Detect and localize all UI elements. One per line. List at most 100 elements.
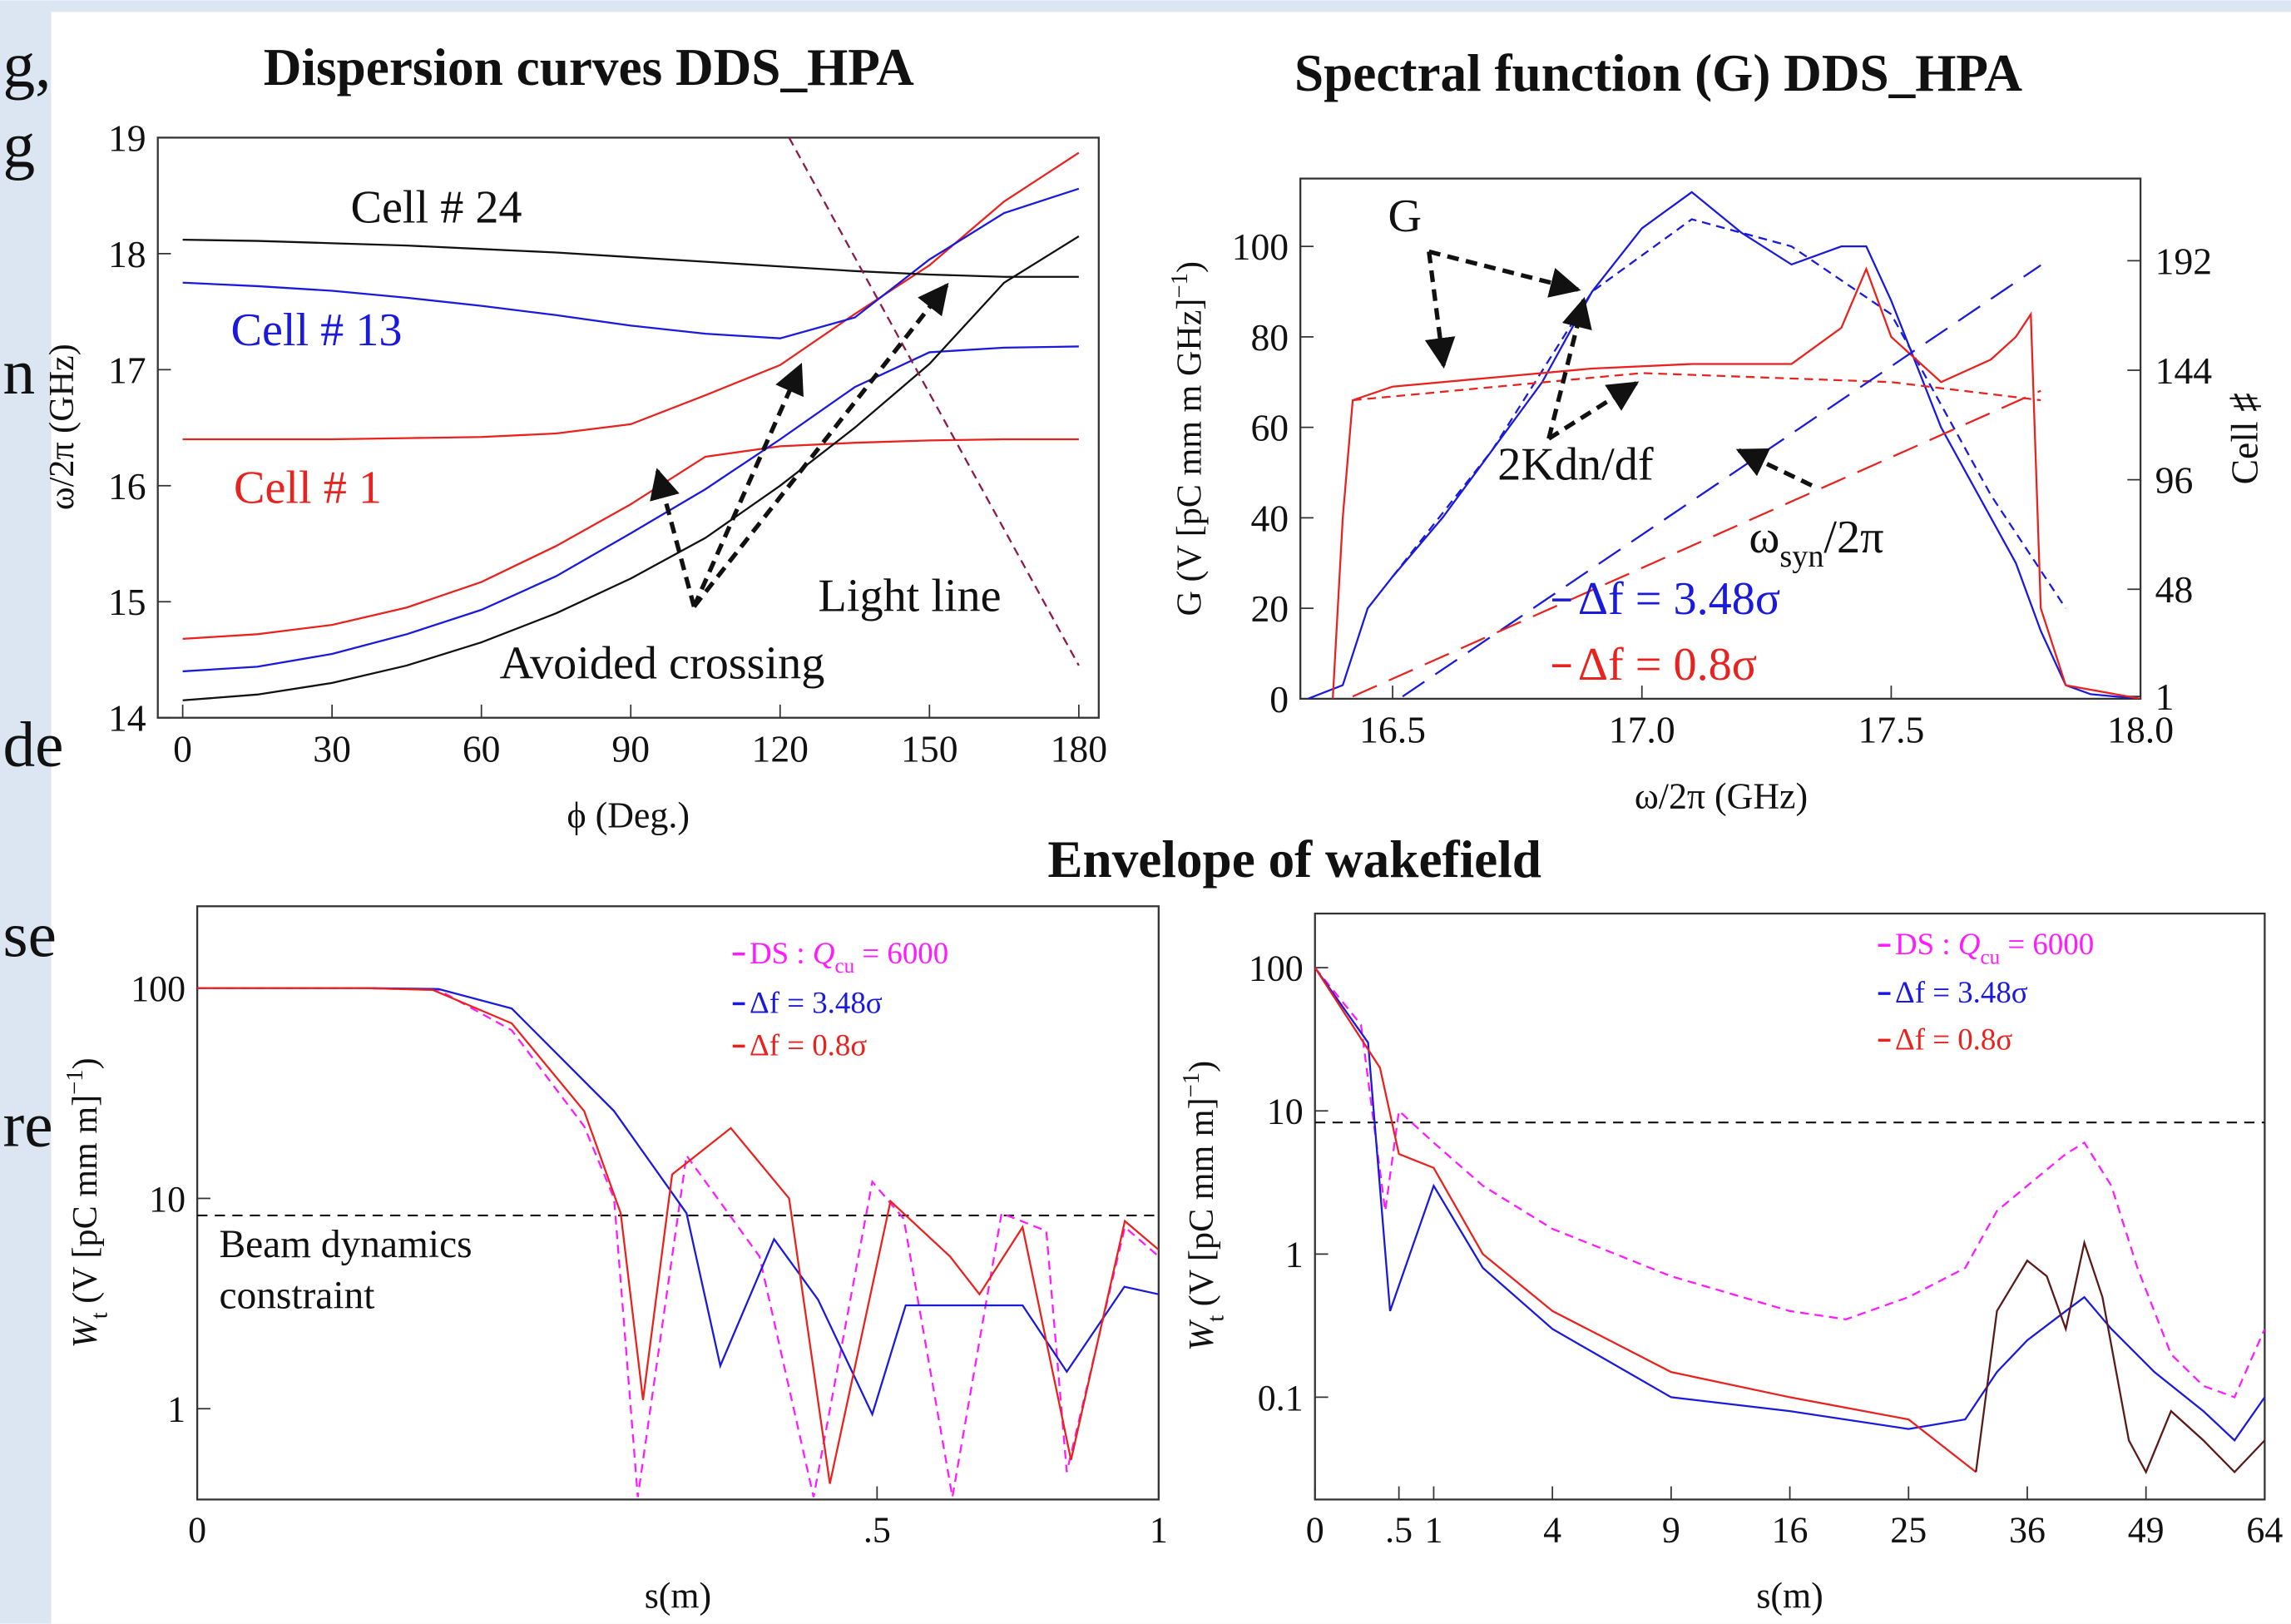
text-piece: cu: [1980, 946, 2000, 968]
annotation-arrow: [1428, 249, 1581, 298]
annotation: Cell # 24: [351, 181, 522, 233]
y2-tick-label: 192: [2155, 240, 2212, 282]
series-line: [197, 987, 1159, 1498]
x-tick-label: 120: [752, 727, 809, 770]
x-tick-label: 9: [1662, 1510, 1680, 1550]
text-piece: ): [1170, 261, 1210, 273]
annotation: 2Kdn/df: [1497, 438, 1654, 490]
y2-tick-label: 144: [2155, 349, 2213, 392]
legend-label: DS : Qcu = 6000: [750, 936, 948, 978]
series-line: [182, 187, 1080, 339]
y2-tick-label: 48: [2155, 568, 2194, 611]
x-tick-label: 18.0: [2107, 709, 2174, 751]
annotation: Cell # 13: [231, 304, 403, 356]
plot-area: [1314, 967, 2265, 1475]
chart-title: Spectral function (G) DDS_HPA: [1294, 44, 2022, 102]
x-tick-label: 1: [1424, 1510, 1442, 1550]
y-axis-label: Wt (V [pC mm m]−1): [1178, 1061, 1230, 1351]
text-piece: cu: [834, 955, 854, 978]
x-tick-label: .5: [1385, 1510, 1413, 1550]
plot-frame: [156, 136, 1100, 719]
annotation-arrow: [1547, 381, 1640, 441]
series-line: [1975, 1239, 2265, 1475]
legend-label: Δf = 0.8σ: [1895, 1022, 2012, 1056]
x-axis-label: s(m): [1756, 1576, 1823, 1616]
x-tick-label: 1: [1150, 1510, 1168, 1550]
y-tick-label: 10: [1267, 1092, 1304, 1132]
x-tick-label: 0: [188, 1510, 206, 1550]
x-tick-label: 0: [173, 727, 192, 770]
text-piece: t: [1202, 1315, 1229, 1322]
y2-tick-label: 1: [2155, 676, 2175, 718]
plot-area: [182, 137, 1080, 701]
y-tick-label: 40: [1250, 497, 1289, 539]
text-piece: −1: [1166, 273, 1193, 299]
text-piece: Q: [1958, 927, 1981, 961]
text-piece: = 6000: [2000, 927, 2094, 961]
annotation: Light line: [819, 570, 1002, 621]
slide-fragment: se: [3, 899, 57, 970]
annotation-arrow: [691, 363, 804, 608]
series-line: [182, 239, 1079, 278]
text-piece: = 6000: [854, 936, 948, 970]
slide-fragment: g,: [3, 29, 52, 101]
text-piece: DS :: [1895, 927, 1958, 961]
text-piece: G (V [pC mm m GHz]: [1170, 299, 1210, 616]
annotation-arrow: [1546, 296, 1592, 439]
series-line: [1353, 372, 2041, 402]
y-tick-label: 17: [108, 349, 146, 391]
y-axis-label: ω/2π (GHz): [42, 344, 82, 510]
x-tick-label: 90: [611, 727, 650, 770]
y-tick-label: 1: [167, 1390, 186, 1430]
text-piece: (V [pC mm m]: [66, 1095, 105, 1312]
x-tick-label: 60: [463, 727, 501, 770]
annotation-arrow: [1424, 251, 1456, 369]
x-tick-label: .5: [863, 1510, 891, 1550]
x-tick-label: 25: [1890, 1510, 1927, 1550]
y-tick-label: 19: [108, 116, 146, 159]
x-tick-label: 17.0: [1609, 709, 1675, 751]
y-tick-label: 0: [1269, 678, 1289, 720]
annotation-arrow: [1735, 448, 1814, 488]
x-tick-label: 36: [2009, 1510, 2046, 1550]
series-line: [182, 235, 1080, 701]
x-tick-label: 4: [1543, 1510, 1561, 1550]
slide-fragment: de: [3, 709, 64, 780]
series-line: [1392, 218, 2067, 609]
annotation: ωsyn/2π: [1749, 512, 1883, 574]
x-axis-label: ϕ (Deg.): [567, 795, 690, 835]
series-line: [1314, 967, 1977, 1473]
y-tick-label: 100: [131, 969, 186, 1009]
series-line: [1307, 191, 2141, 699]
y-tick-label: 18: [108, 233, 146, 275]
series-line: [788, 137, 1080, 666]
x-axis-label: s(m): [645, 1576, 711, 1616]
annotation: Beam dynamics: [219, 1223, 472, 1266]
series-line: [1314, 967, 2265, 1399]
legend-label: Δf = 3.48σ: [1895, 975, 2028, 1009]
y-tick-label: 100: [1232, 225, 1289, 268]
text-piece: −1: [62, 1069, 88, 1095]
x-axis-label: ω/2π (GHz): [1635, 777, 1808, 817]
x-tick-label: 49: [2128, 1510, 2165, 1550]
x-tick-label: 17.5: [1858, 709, 1924, 751]
plot-area: [197, 987, 1159, 1498]
legend-label: DS : Qcu = 6000: [1895, 927, 2094, 968]
text-piece: DS :: [750, 936, 813, 970]
legend-label: Δf = 0.8σ: [1578, 639, 1757, 691]
y-tick-label: 100: [1249, 949, 1304, 989]
plot-frame: [195, 905, 1160, 1501]
x-tick-label: 150: [901, 727, 957, 770]
annotation: Cell # 1: [234, 463, 382, 514]
slide-fragment: n: [3, 336, 36, 408]
series-line: [1314, 967, 2265, 1442]
y-tick-label: 15: [108, 581, 146, 623]
y-axis-label: G (V [pC mm m GHz]−1): [1166, 261, 1210, 616]
text-piece: syn: [1779, 539, 1823, 574]
legend-label: Δf = 3.48σ: [1578, 573, 1780, 625]
chart-title: Dispersion curves DDS_HPA: [264, 38, 914, 97]
x-tick-label: 180: [1051, 727, 1107, 770]
series-line: [1331, 266, 2141, 699]
plot-area: [1307, 191, 2141, 699]
